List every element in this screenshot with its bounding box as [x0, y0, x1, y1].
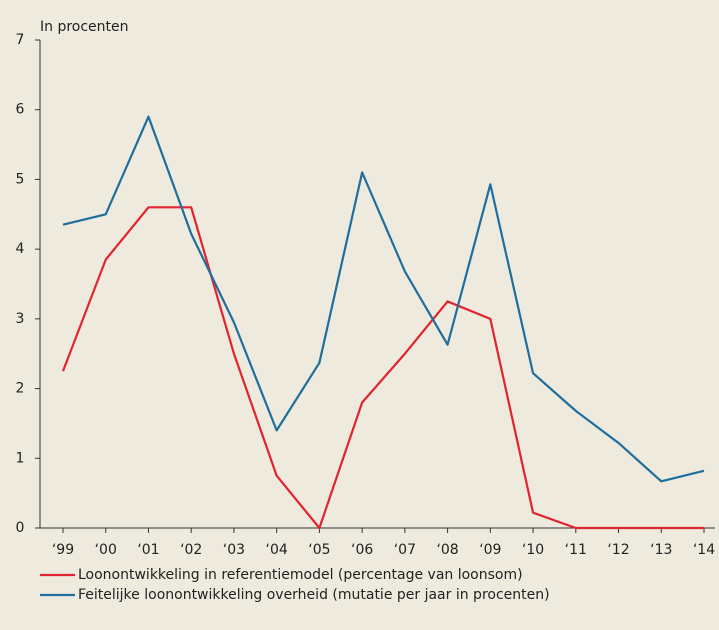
legend-label: Feitelijke loonontwikkeling overheid (mu…: [78, 587, 550, 603]
y-tick-label: 2: [16, 381, 25, 397]
y-axis-label: In procenten: [40, 19, 129, 35]
series-line: [61, 206, 704, 530]
x-tick-label: ‘11: [565, 542, 587, 558]
x-tick-label: ‘10: [522, 542, 544, 558]
legend-label: Loonontwikkeling in referentiemodel (per…: [78, 567, 523, 583]
x-tick-label: ‘01: [137, 542, 159, 558]
x-tick-label: ‘13: [650, 542, 672, 558]
y-tick-label: 5: [16, 171, 25, 187]
y-tick-label: 7: [16, 32, 25, 48]
x-tick-label: ‘12: [607, 542, 629, 558]
y-tick-label: 6: [16, 102, 25, 118]
x-tick-label: ‘03: [223, 542, 245, 558]
series-line: [62, 115, 705, 483]
y-tick-label: 3: [16, 311, 25, 327]
x-tick-label: ‘06: [351, 542, 373, 558]
x-tick-label: ‘00: [95, 542, 117, 558]
x-tick-label: ‘02: [180, 542, 202, 558]
x-tick-label: ‘09: [479, 542, 501, 558]
x-tick-label: ‘07: [394, 542, 416, 558]
x-tick-label: ‘14: [693, 542, 715, 558]
y-tick-label: 4: [16, 241, 25, 257]
y-tick-label: 1: [16, 450, 25, 466]
x-tick-label: ‘05: [308, 542, 330, 558]
x-tick-label: ‘08: [436, 542, 458, 558]
y-tick-label: 0: [16, 520, 25, 536]
x-tick-label: ‘99: [52, 542, 74, 558]
x-tick-label: ‘04: [266, 542, 288, 558]
